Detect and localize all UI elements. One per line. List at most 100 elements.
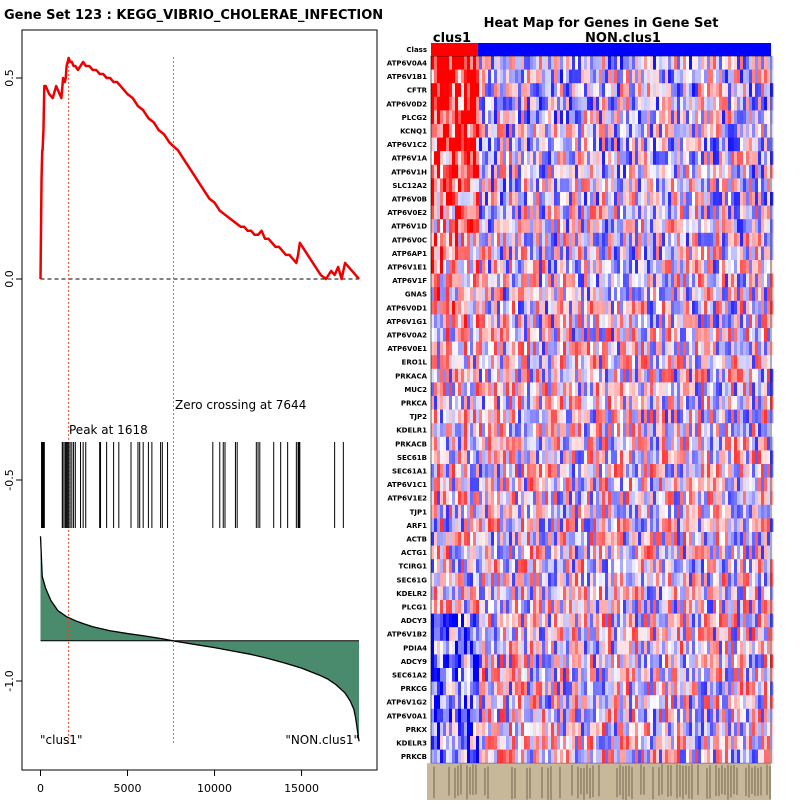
heatmap-cell	[680, 627, 683, 641]
heatmap-cell	[617, 97, 620, 111]
heatmap-cell	[659, 423, 662, 437]
heatmap-cell	[698, 396, 701, 410]
heatmap-cell	[770, 342, 773, 356]
heatmap-cell	[503, 287, 506, 301]
heatmap-cell	[656, 614, 659, 628]
heatmap-cell	[452, 178, 455, 192]
heatmap-cell	[686, 83, 689, 97]
heatmap-cell	[719, 83, 722, 97]
heatmap-cell	[530, 382, 533, 396]
heatmap-cell	[527, 56, 530, 70]
heatmap-cell	[761, 246, 764, 260]
heatmap-cell	[698, 274, 701, 288]
heatmap-cell	[734, 355, 737, 369]
heatmap-cell	[431, 573, 434, 587]
heatmap-cell	[530, 369, 533, 383]
heatmap-cell	[536, 192, 539, 206]
heatmap-cell	[656, 627, 659, 641]
heatmap-cell	[494, 192, 497, 206]
heatmap-cell	[437, 124, 440, 138]
heatmap-cell	[530, 219, 533, 233]
heatmap-cell	[698, 246, 701, 260]
heatmap-cell	[626, 301, 629, 315]
heatmap-cell	[638, 491, 641, 505]
heatmap-cell	[758, 559, 761, 573]
heatmap-cell	[734, 328, 737, 342]
heatmap-cell	[737, 600, 740, 614]
heatmap-cell	[464, 382, 467, 396]
x-tick-label: 10000	[197, 782, 232, 795]
heatmap-cell	[506, 600, 509, 614]
heatmap-cell	[521, 97, 524, 111]
heatmap-cell	[518, 355, 521, 369]
heatmap-cell	[632, 586, 635, 600]
heatmap-cell	[638, 342, 641, 356]
heatmap-cell	[740, 600, 743, 614]
heatmap-cell	[476, 600, 479, 614]
heatmap-cell	[647, 97, 650, 111]
heatmap-cell	[731, 151, 734, 165]
heatmap-cell	[641, 192, 644, 206]
heatmap-cell	[746, 56, 749, 70]
heatmap-cell	[533, 559, 536, 573]
heatmap-cell	[452, 260, 455, 274]
heatmap-cell	[542, 410, 545, 424]
heatmap-cell	[656, 328, 659, 342]
heatmap-cell	[671, 83, 674, 97]
heatmap-cell	[698, 355, 701, 369]
heatmap-cell	[509, 627, 512, 641]
heatmap-cell	[536, 586, 539, 600]
heatmap-cell	[734, 410, 737, 424]
heatmap-cell	[650, 165, 653, 179]
heatmap-cell	[494, 301, 497, 315]
heatmap-cell	[698, 301, 701, 315]
heatmap-cell	[494, 573, 497, 587]
heatmap-cell	[533, 491, 536, 505]
heatmap-cell	[611, 287, 614, 301]
heatmap-cell	[767, 478, 770, 492]
heatmap-cell	[665, 83, 668, 97]
heatmap-cell	[695, 410, 698, 424]
heatmap-cell	[461, 151, 464, 165]
heatmap-cell	[659, 505, 662, 519]
heatmap-cell	[515, 110, 518, 124]
heatmap-cell	[635, 178, 638, 192]
heatmap-cell	[737, 246, 740, 260]
heatmap-cell	[506, 573, 509, 587]
heatmap-cell	[509, 450, 512, 464]
heatmap-cell	[728, 600, 731, 614]
heatmap-cell	[767, 151, 770, 165]
heatmap-cell	[755, 314, 758, 328]
heatmap-cell	[707, 410, 710, 424]
heatmap-cell	[602, 478, 605, 492]
heatmap-cell	[659, 437, 662, 451]
heatmap-cell	[494, 505, 497, 519]
heatmap-cell	[725, 369, 728, 383]
heatmap-cell	[611, 233, 614, 247]
heatmap-cell	[557, 206, 560, 220]
heatmap-cell	[749, 110, 752, 124]
heatmap-cell	[479, 410, 482, 424]
heatmap-cell	[521, 178, 524, 192]
heatmap-cell	[656, 219, 659, 233]
heatmap-cell	[722, 559, 725, 573]
heatmap-cell	[497, 410, 500, 424]
heatmap-cell	[437, 478, 440, 492]
heatmap-cell	[629, 342, 632, 356]
heatmap-cell	[434, 124, 437, 138]
heatmap-cell	[719, 410, 722, 424]
heatmap-cell	[665, 532, 668, 546]
heatmap-cell	[596, 600, 599, 614]
heatmap-cell	[440, 532, 443, 546]
heatmap-cell	[728, 614, 731, 628]
heatmap-cell	[728, 219, 731, 233]
heatmap-cell	[605, 355, 608, 369]
heatmap-cell	[521, 437, 524, 451]
heatmap-cell	[617, 600, 620, 614]
heatmap-cell	[641, 246, 644, 260]
heatmap-cell	[485, 546, 488, 560]
heatmap-cell	[440, 274, 443, 288]
heatmap-cell	[533, 246, 536, 260]
heatmap-cell	[497, 396, 500, 410]
heatmap-cell	[563, 110, 566, 124]
